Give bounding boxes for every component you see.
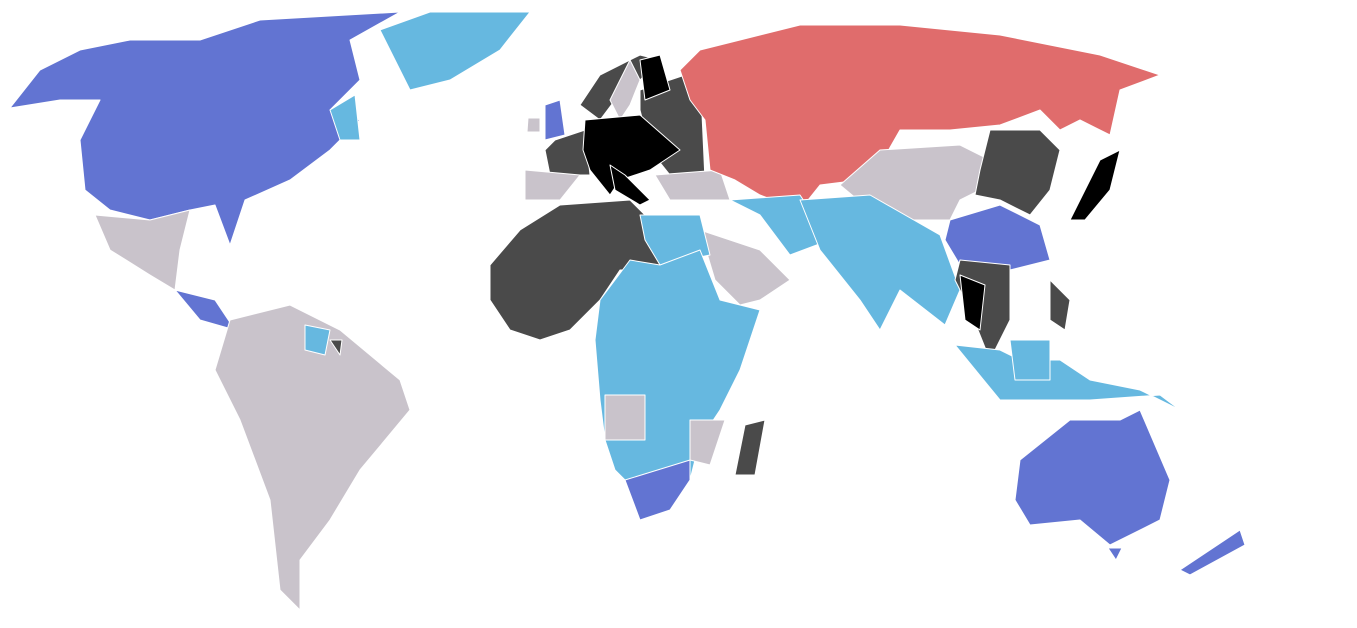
region-japan [1069, 149, 1121, 221]
region-ireland [526, 117, 541, 133]
region-mexico [94, 209, 191, 291]
region-soviet-union [679, 24, 1161, 211]
region-mozambique [689, 419, 726, 466]
region-turkey [654, 169, 731, 201]
region-south-africa [624, 459, 691, 521]
region-south-america [214, 304, 411, 611]
region-india [799, 194, 961, 331]
region-italy [609, 164, 651, 206]
region-indonesia [954, 344, 1181, 411]
region-north-africa [489, 199, 661, 341]
region-greenland [379, 11, 531, 91]
region-manchuria-korea [974, 129, 1061, 216]
region-madagascar [734, 419, 766, 476]
region-north-america [9, 11, 401, 246]
region-arabia [699, 229, 791, 306]
region-china [944, 204, 1051, 271]
region-angola [604, 394, 646, 441]
region-guyana [304, 324, 331, 356]
region-iberia [524, 169, 581, 201]
region-borneo [1009, 339, 1051, 381]
region-finland [639, 54, 671, 101]
region-australia [1014, 409, 1171, 546]
region-thailand [959, 274, 986, 331]
region-new-zealand [1179, 529, 1246, 576]
region-central-america [174, 289, 236, 331]
region-newfoundland [329, 94, 361, 141]
region-tasmania [1107, 547, 1123, 561]
region-philippines [1049, 279, 1071, 331]
region-britain [544, 99, 566, 141]
region-french-guiana [329, 339, 343, 356]
